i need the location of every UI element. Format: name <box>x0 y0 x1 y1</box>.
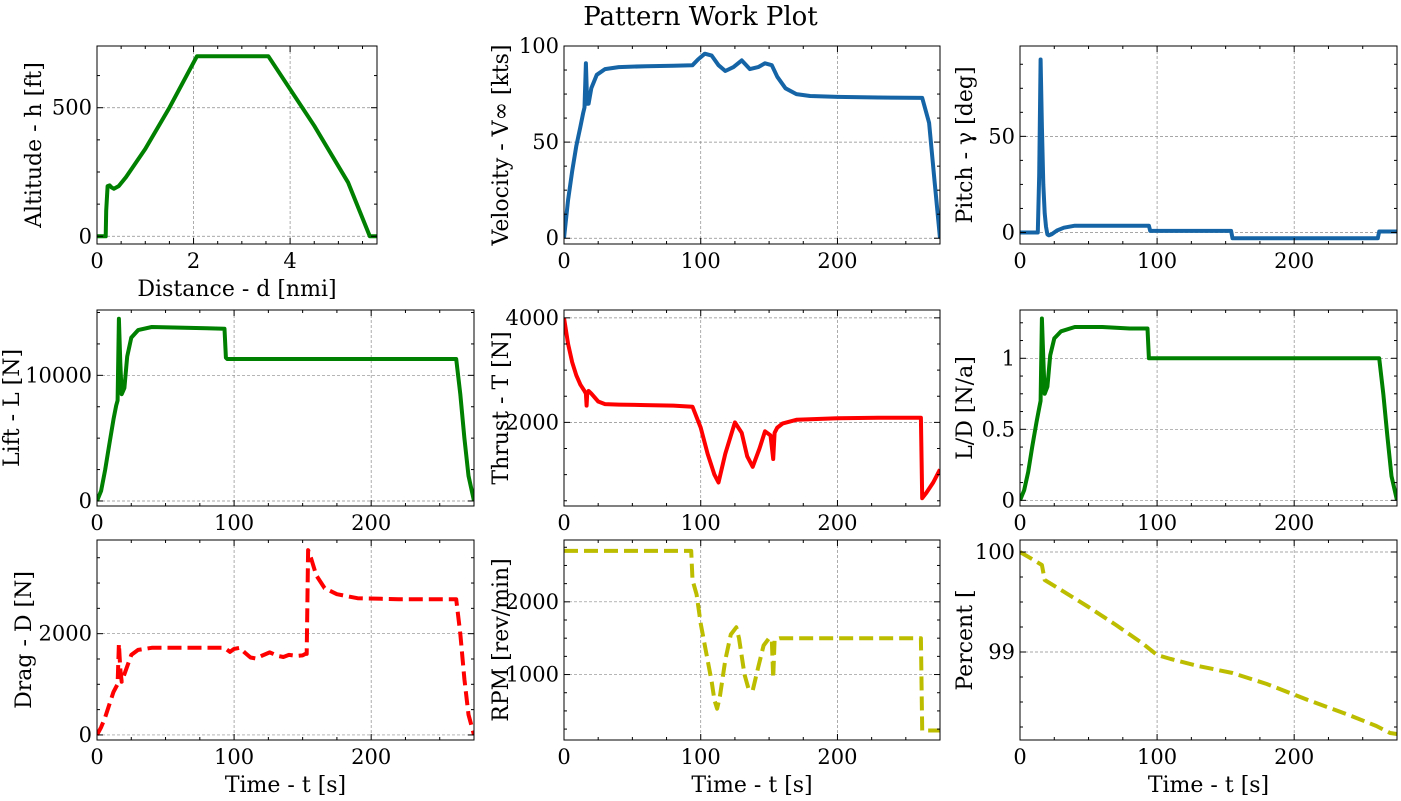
x-axis-label: Distance - d [nmi] <box>137 277 336 302</box>
y-tick-label: 0 <box>79 489 92 513</box>
axes-frame <box>96 309 475 507</box>
x-tick-label: 200 <box>817 745 857 769</box>
y-axis-label: L/D [N/a] <box>953 356 978 460</box>
x-tick-label: 0 <box>557 745 570 769</box>
y-axis-label: Velocity - V∞ [kts] <box>489 44 514 246</box>
series-line-1 <box>97 316 474 502</box>
axes-frame <box>96 539 475 741</box>
y-tick-label: 2000 <box>506 590 559 614</box>
x-tick-label: 200 <box>817 511 857 535</box>
axes-frame <box>1019 45 1398 245</box>
y-tick-label: 50 <box>988 124 1015 148</box>
x-axis-label: Time - t [s] <box>1148 773 1269 798</box>
y-axis-label: Thrust - T [N] <box>489 331 514 484</box>
series-line-1 <box>564 51 940 239</box>
x-tick-label: 0 <box>1013 249 1026 273</box>
x-tick-label: 0 <box>557 249 570 273</box>
axes-frame <box>1019 309 1398 507</box>
y-axis-label: RPM [rev/min] <box>489 558 514 722</box>
y-axis-label: Drag - D [N] <box>12 571 37 709</box>
x-tick-label: 0 <box>1013 511 1026 535</box>
y-tick-label: 100 <box>519 34 559 58</box>
y-tick-label: 1000 <box>506 663 559 687</box>
x-tick-label: 100 <box>681 745 721 769</box>
y-tick-label: 100 <box>975 540 1015 564</box>
x-tick-label: 100 <box>1137 511 1177 535</box>
y-axis-label: Percent [ <box>953 589 978 690</box>
y-tick-label: 2000 <box>506 410 559 434</box>
y-tick-label: 50 <box>532 130 559 154</box>
subplot-3: 0 100 200 0 50 Pitch - γ [deg] <box>953 45 1398 273</box>
y-axis-label: Altitude - h [ft] <box>22 62 47 229</box>
subplot-9: 0 100 200 99 100 Time - t [s] Percent [ <box>953 539 1398 798</box>
y-tick-label: 0.5 <box>982 417 1015 441</box>
series-line-1 <box>97 548 474 736</box>
x-tick-label: 200 <box>817 249 857 273</box>
series-line-1 <box>564 317 940 501</box>
y-tick-label: 1 <box>1002 346 1015 370</box>
y-tick-label: 2000 <box>39 622 92 646</box>
y-tick-label: 10000 <box>25 363 92 387</box>
x-tick-label: 0 <box>90 745 103 769</box>
x-tick-label: 100 <box>214 745 254 769</box>
figure-title: Pattern Work Plot <box>583 2 818 32</box>
x-tick-label: 200 <box>1274 511 1314 535</box>
y-tick-label: 500 <box>52 96 92 120</box>
x-tick-label: 4 <box>283 249 296 273</box>
series-line-1 <box>564 548 940 733</box>
x-tick-label: 200 <box>1274 249 1314 273</box>
x-tick-label: 0 <box>90 249 103 273</box>
series-line-1 <box>1020 57 1397 241</box>
x-axis-label: Time - t [s] <box>225 773 346 798</box>
y-tick-label: 0 <box>1002 220 1015 244</box>
subplot-6: 0 100 200 0 0.5 1 L/D [N/a] <box>953 309 1398 535</box>
x-tick-label: 0 <box>557 511 570 535</box>
x-tick-label: 2 <box>187 249 200 273</box>
axes-frame <box>96 45 378 245</box>
x-tick-label: 200 <box>351 745 391 769</box>
series-line-1 <box>97 54 377 239</box>
subplot-8: 0 100 200 1000 2000 Time - t [s] RPM [rev/min] <box>489 539 941 798</box>
x-tick-label: 100 <box>681 511 721 535</box>
y-axis-label: Lift - L [N] <box>0 349 25 467</box>
x-tick-label: 0 <box>90 511 103 535</box>
y-tick-label: 0 <box>546 226 559 250</box>
x-tick-label: 100 <box>1137 249 1177 273</box>
x-tick-label: 200 <box>1274 745 1314 769</box>
y-tick-label: 99 <box>988 640 1015 664</box>
x-tick-label: 100 <box>214 511 254 535</box>
series-line-1 <box>1020 316 1397 502</box>
y-tick-label: 0 <box>79 723 92 747</box>
axes-frame <box>563 45 941 245</box>
y-tick-label: 4000 <box>506 306 559 330</box>
axes-frame <box>563 309 941 507</box>
x-tick-label: 0 <box>1013 745 1026 769</box>
x-tick-label: 100 <box>1137 745 1177 769</box>
y-tick-label: 0 <box>79 224 92 248</box>
series-line-1 <box>1020 550 1397 736</box>
axes-frame <box>563 539 941 741</box>
x-axis-label: Time - t [s] <box>691 773 812 798</box>
axes-frame <box>1019 539 1398 741</box>
y-tick-label: 0 <box>1002 488 1015 512</box>
x-tick-label: 200 <box>351 511 391 535</box>
subplot-1: 0 2 4 0 500 Distance - d [nmi] Altitude - h [f… <box>22 45 378 302</box>
x-tick-label: 100 <box>681 249 721 273</box>
y-axis-label: Pitch - γ [deg] <box>953 66 978 223</box>
